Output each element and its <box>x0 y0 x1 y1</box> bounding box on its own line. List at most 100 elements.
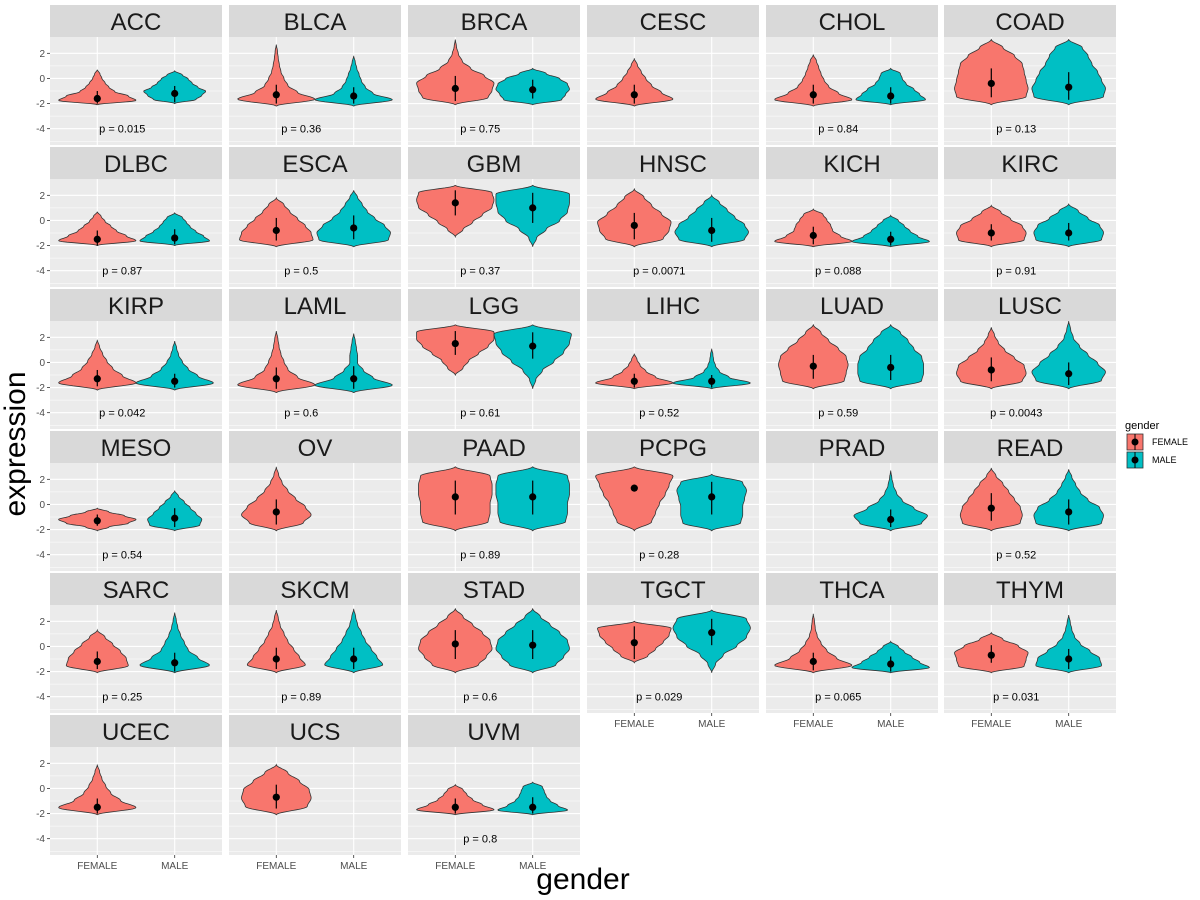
median-point-brca-male <box>529 86 537 94</box>
x-tick-label: FEMALE <box>77 861 117 872</box>
x-tick-label: FEMALE <box>614 719 654 730</box>
p-value-thca: p = 0.065 <box>815 692 861 704</box>
strip-label-gbm: GBM <box>467 151 522 178</box>
strip-thym <box>944 573 1116 605</box>
p-value-luad: p = 0.59 <box>818 408 858 420</box>
violin-thca-female <box>774 613 853 674</box>
strip-kirc <box>944 147 1116 179</box>
strip-kirp <box>50 289 222 321</box>
median-point-kich-female <box>809 231 817 240</box>
p-value-laml: p = 0.6 <box>284 408 318 420</box>
violin-prad-male <box>853 470 928 532</box>
p-value-stad: p = 0.6 <box>463 692 497 704</box>
panel-gbm: GBM p = 0.37 <box>408 147 580 287</box>
p-value-read: p = 0.52 <box>996 550 1036 562</box>
panel-uvm: UVM p = 0.8 FEMALE MALE <box>408 715 580 872</box>
violin-cesc-female <box>595 58 674 107</box>
violin-skcm-male <box>324 608 384 674</box>
panel-tgct: TGCT p = 0.029 FEMALE MALE <box>587 573 759 730</box>
p-value-kirc: p = 0.91 <box>996 266 1036 278</box>
median-point-thca-male <box>887 660 895 668</box>
legend: gender FEMALE MALE <box>1125 420 1188 469</box>
panel-thym: THYM p = 0.031 FEMALE MALE <box>944 573 1116 730</box>
violin-coad-male <box>1031 38 1106 106</box>
legend-label-female: FEMALE <box>1152 437 1188 447</box>
violin-lihc-female <box>594 353 674 390</box>
violin-ucec-female <box>58 764 137 816</box>
strip-lihc <box>587 289 759 321</box>
p-value-pcpg: p = 0.28 <box>639 550 679 562</box>
panel-coad: COAD p = 0.13 <box>944 5 1116 145</box>
y-tick-label: -4 <box>36 550 45 561</box>
x-tick-label: MALE <box>519 861 547 872</box>
strip-stad <box>408 573 580 605</box>
strip-label-laml: LAML <box>284 293 347 320</box>
strip-prad <box>766 431 938 463</box>
panel-luad: LUAD p = 0.59 <box>766 289 938 429</box>
median-point-uvm-male <box>529 803 537 811</box>
median-point-lgg-female <box>451 340 459 348</box>
p-value-coad: p = 0.13 <box>996 124 1036 136</box>
strip-label-blca: BLCA <box>284 9 347 36</box>
strip-label-prad: PRAD <box>819 435 886 462</box>
strip-luad <box>766 289 938 321</box>
p-value-blca: p = 0.36 <box>281 124 321 136</box>
strip-label-dlbc: DLBC <box>104 151 168 178</box>
median-point-meso-male <box>171 514 179 522</box>
strip-lusc <box>944 289 1116 321</box>
strip-kich <box>766 147 938 179</box>
strip-hnsc <box>587 147 759 179</box>
median-point-read-male <box>1065 508 1073 516</box>
y-tick-label: -2 <box>36 383 45 394</box>
y-tick-label: 0 <box>39 500 45 511</box>
p-value-lusc: p = 0.0043 <box>990 408 1042 420</box>
median-point-kirc-male <box>1065 229 1073 237</box>
median-point-ucs-female <box>272 793 280 801</box>
strip-label-paad: PAAD <box>462 435 526 462</box>
y-tick-label: 2 <box>39 333 45 344</box>
strip-label-skcm: SKCM <box>280 577 349 604</box>
strip-coad <box>944 5 1116 37</box>
strip-brca <box>408 5 580 37</box>
strip-esca <box>229 147 401 179</box>
median-point-blca-female <box>272 91 280 99</box>
median-point-stad-male <box>529 641 537 649</box>
median-point-lusc-female <box>987 366 995 374</box>
panel-laml: LAML p = 0.6 <box>229 289 401 429</box>
median-point-laml-male <box>350 375 358 383</box>
median-point-esca-male <box>350 224 358 232</box>
y-tick-label: -2 <box>36 525 45 536</box>
strip-label-ov: OV <box>298 435 333 462</box>
p-value-brca: p = 0.75 <box>460 124 500 136</box>
panel-acc: ACC p = 0.015 2 0 -2 -4 <box>36 5 222 145</box>
strip-paad <box>408 431 580 463</box>
panel-hnsc: HNSC p = 0.0071 <box>587 147 759 287</box>
median-point-thym-female <box>987 651 995 659</box>
median-point-chol-female <box>809 91 817 99</box>
p-value-kirp: p = 0.042 <box>99 408 145 420</box>
y-axis-title: expression <box>0 371 32 516</box>
strip-chol <box>766 5 938 37</box>
strip-label-thca: THCA <box>819 577 884 604</box>
median-point-thym-male <box>1065 655 1073 663</box>
y-tick-label: 2 <box>39 475 45 486</box>
strip-label-sarc: SARC <box>103 577 170 604</box>
y-tick-label: -2 <box>36 667 45 678</box>
violin-acc-female <box>58 69 137 106</box>
violin-lusc-male <box>1031 320 1106 390</box>
y-tick-label: -2 <box>36 99 45 110</box>
x-tick-label: FEMALE <box>793 719 833 730</box>
strip-pcpg <box>587 431 759 463</box>
legend-dot-female <box>1131 438 1139 446</box>
y-tick-label: 2 <box>39 759 45 770</box>
strip-ucec <box>50 715 222 747</box>
strip-label-kirc: KIRC <box>1001 151 1058 178</box>
p-value-acc: p = 0.015 <box>99 124 145 136</box>
legend-entry-female: FEMALE <box>1126 433 1188 451</box>
panel-read: READ p = 0.52 <box>944 431 1116 571</box>
panel-skcm: SKCM p = 0.89 <box>229 573 401 713</box>
x-tick-label: MALE <box>1055 719 1083 730</box>
panel-esca: ESCA p = 0.5 <box>229 147 401 287</box>
median-point-brca-female <box>451 84 459 93</box>
